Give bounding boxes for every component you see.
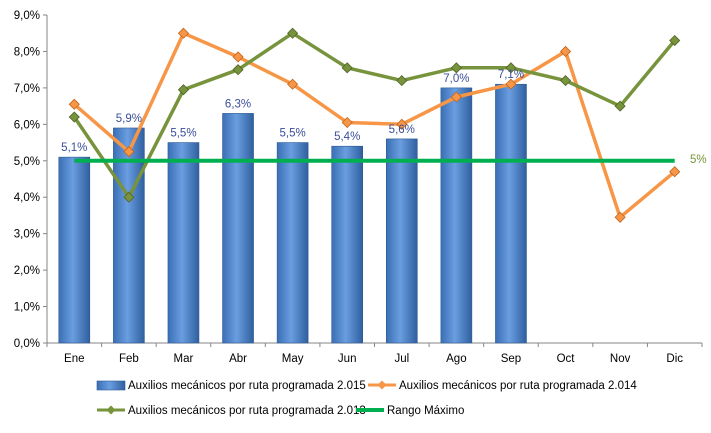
y-tick-label: 2,0%	[14, 265, 40, 277]
x-tick-label: Mar	[174, 353, 194, 365]
legend-marker	[377, 380, 387, 390]
series-marker	[68, 98, 80, 110]
y-tick-label: 5,0%	[14, 156, 40, 168]
bar	[222, 113, 254, 344]
y-tick-label: 4,0%	[14, 192, 40, 204]
bar-data-label: 7,0%	[443, 73, 469, 85]
bar	[58, 156, 91, 344]
series-marker	[123, 191, 135, 203]
bar	[276, 142, 309, 344]
bars	[58, 83, 527, 344]
series-marker	[341, 116, 353, 129]
series-marker	[68, 111, 80, 123]
bar	[385, 138, 418, 344]
bar-data-label: 5,1%	[61, 142, 87, 154]
series-marker	[505, 78, 517, 90]
series-marker	[287, 27, 299, 39]
y-tick-label: 3,0%	[14, 229, 40, 241]
series-marker	[341, 62, 353, 74]
x-tick-label: Jul	[394, 353, 409, 365]
bar	[440, 87, 473, 344]
x-tick-label: May	[282, 353, 304, 365]
bar-data-label: 5,5%	[280, 128, 306, 140]
legend-swatch	[96, 380, 126, 391]
x-tick-label: Sep	[501, 353, 521, 365]
legend-label: Rango Máximo	[387, 405, 464, 417]
bar-data-label: 7,1%	[498, 69, 524, 81]
series-marker	[232, 51, 244, 63]
bar	[167, 142, 200, 344]
bar	[495, 83, 527, 344]
x-tick-label: Ago	[446, 353, 466, 365]
bar-data-label: 5,5%	[170, 128, 196, 140]
series-marker	[614, 211, 626, 223]
series-marker	[669, 166, 681, 178]
data-labels: 5% 5,1% 5,9% 5,5% 6,3% 5,5% 5,4% 5,6% 7,0% 7,1%	[61, 69, 706, 166]
series-marker	[396, 118, 408, 130]
series-marker	[450, 91, 462, 103]
lines	[68, 27, 681, 223]
series-marker	[123, 146, 135, 158]
series-marker	[614, 100, 626, 112]
series-marker	[287, 78, 299, 90]
legend-label: Auxilios mecánicos por ruta programada 2…	[128, 380, 366, 392]
legend-label: Auxilios mecánicos por ruta programada 2…	[128, 405, 366, 417]
bar	[113, 127, 145, 344]
series-marker	[559, 45, 572, 58]
series-marker	[559, 75, 572, 87]
bar-data-label: 5,9%	[116, 113, 142, 125]
x-tick-label: Abr	[229, 353, 247, 365]
bar-data-label: 6,3%	[225, 98, 251, 110]
legend-label: Auxilios mecánicos por ruta programada 2…	[399, 380, 637, 392]
series-marker	[396, 75, 408, 87]
y-tick-label: 7,0%	[14, 83, 40, 95]
y-tick-label: 6,0%	[14, 119, 40, 131]
series-marker	[232, 64, 244, 76]
max-range-label: 5%	[690, 154, 707, 166]
x-tick-label: Jun	[338, 353, 357, 365]
x-tick-label: Dic	[666, 353, 683, 365]
series-marker	[177, 84, 190, 96]
series-marker	[669, 34, 681, 47]
bar-data-label: 5,6%	[389, 124, 415, 136]
x-tick-label: Oct	[557, 353, 576, 365]
y-tick-label: 1,0%	[14, 302, 40, 314]
legend: Auxilios mecánicos por ruta programada 2…	[96, 380, 637, 417]
y-tick-label: 8,0%	[14, 46, 40, 58]
y-tick-label: 0,0%	[14, 338, 40, 350]
x-tick-label: Nov	[610, 353, 631, 365]
legend-marker	[106, 405, 116, 415]
series-line	[72, 31, 677, 199]
series-marker	[450, 62, 462, 74]
x-tick-label: Feb	[119, 353, 139, 365]
bar	[331, 145, 364, 344]
axes: 0,0% 1,0% 2,0% 3,0% 4,0% 5,0% 6,0% 7,0% 8,0% 9,0%…	[14, 10, 703, 365]
bar-data-label: 5,4%	[334, 131, 360, 143]
series-marker	[177, 27, 190, 39]
y-tick-label: 9,0%	[14, 10, 40, 22]
x-tick-label: Ene	[64, 353, 84, 365]
series-marker	[505, 62, 517, 74]
series-line	[73, 31, 676, 220]
